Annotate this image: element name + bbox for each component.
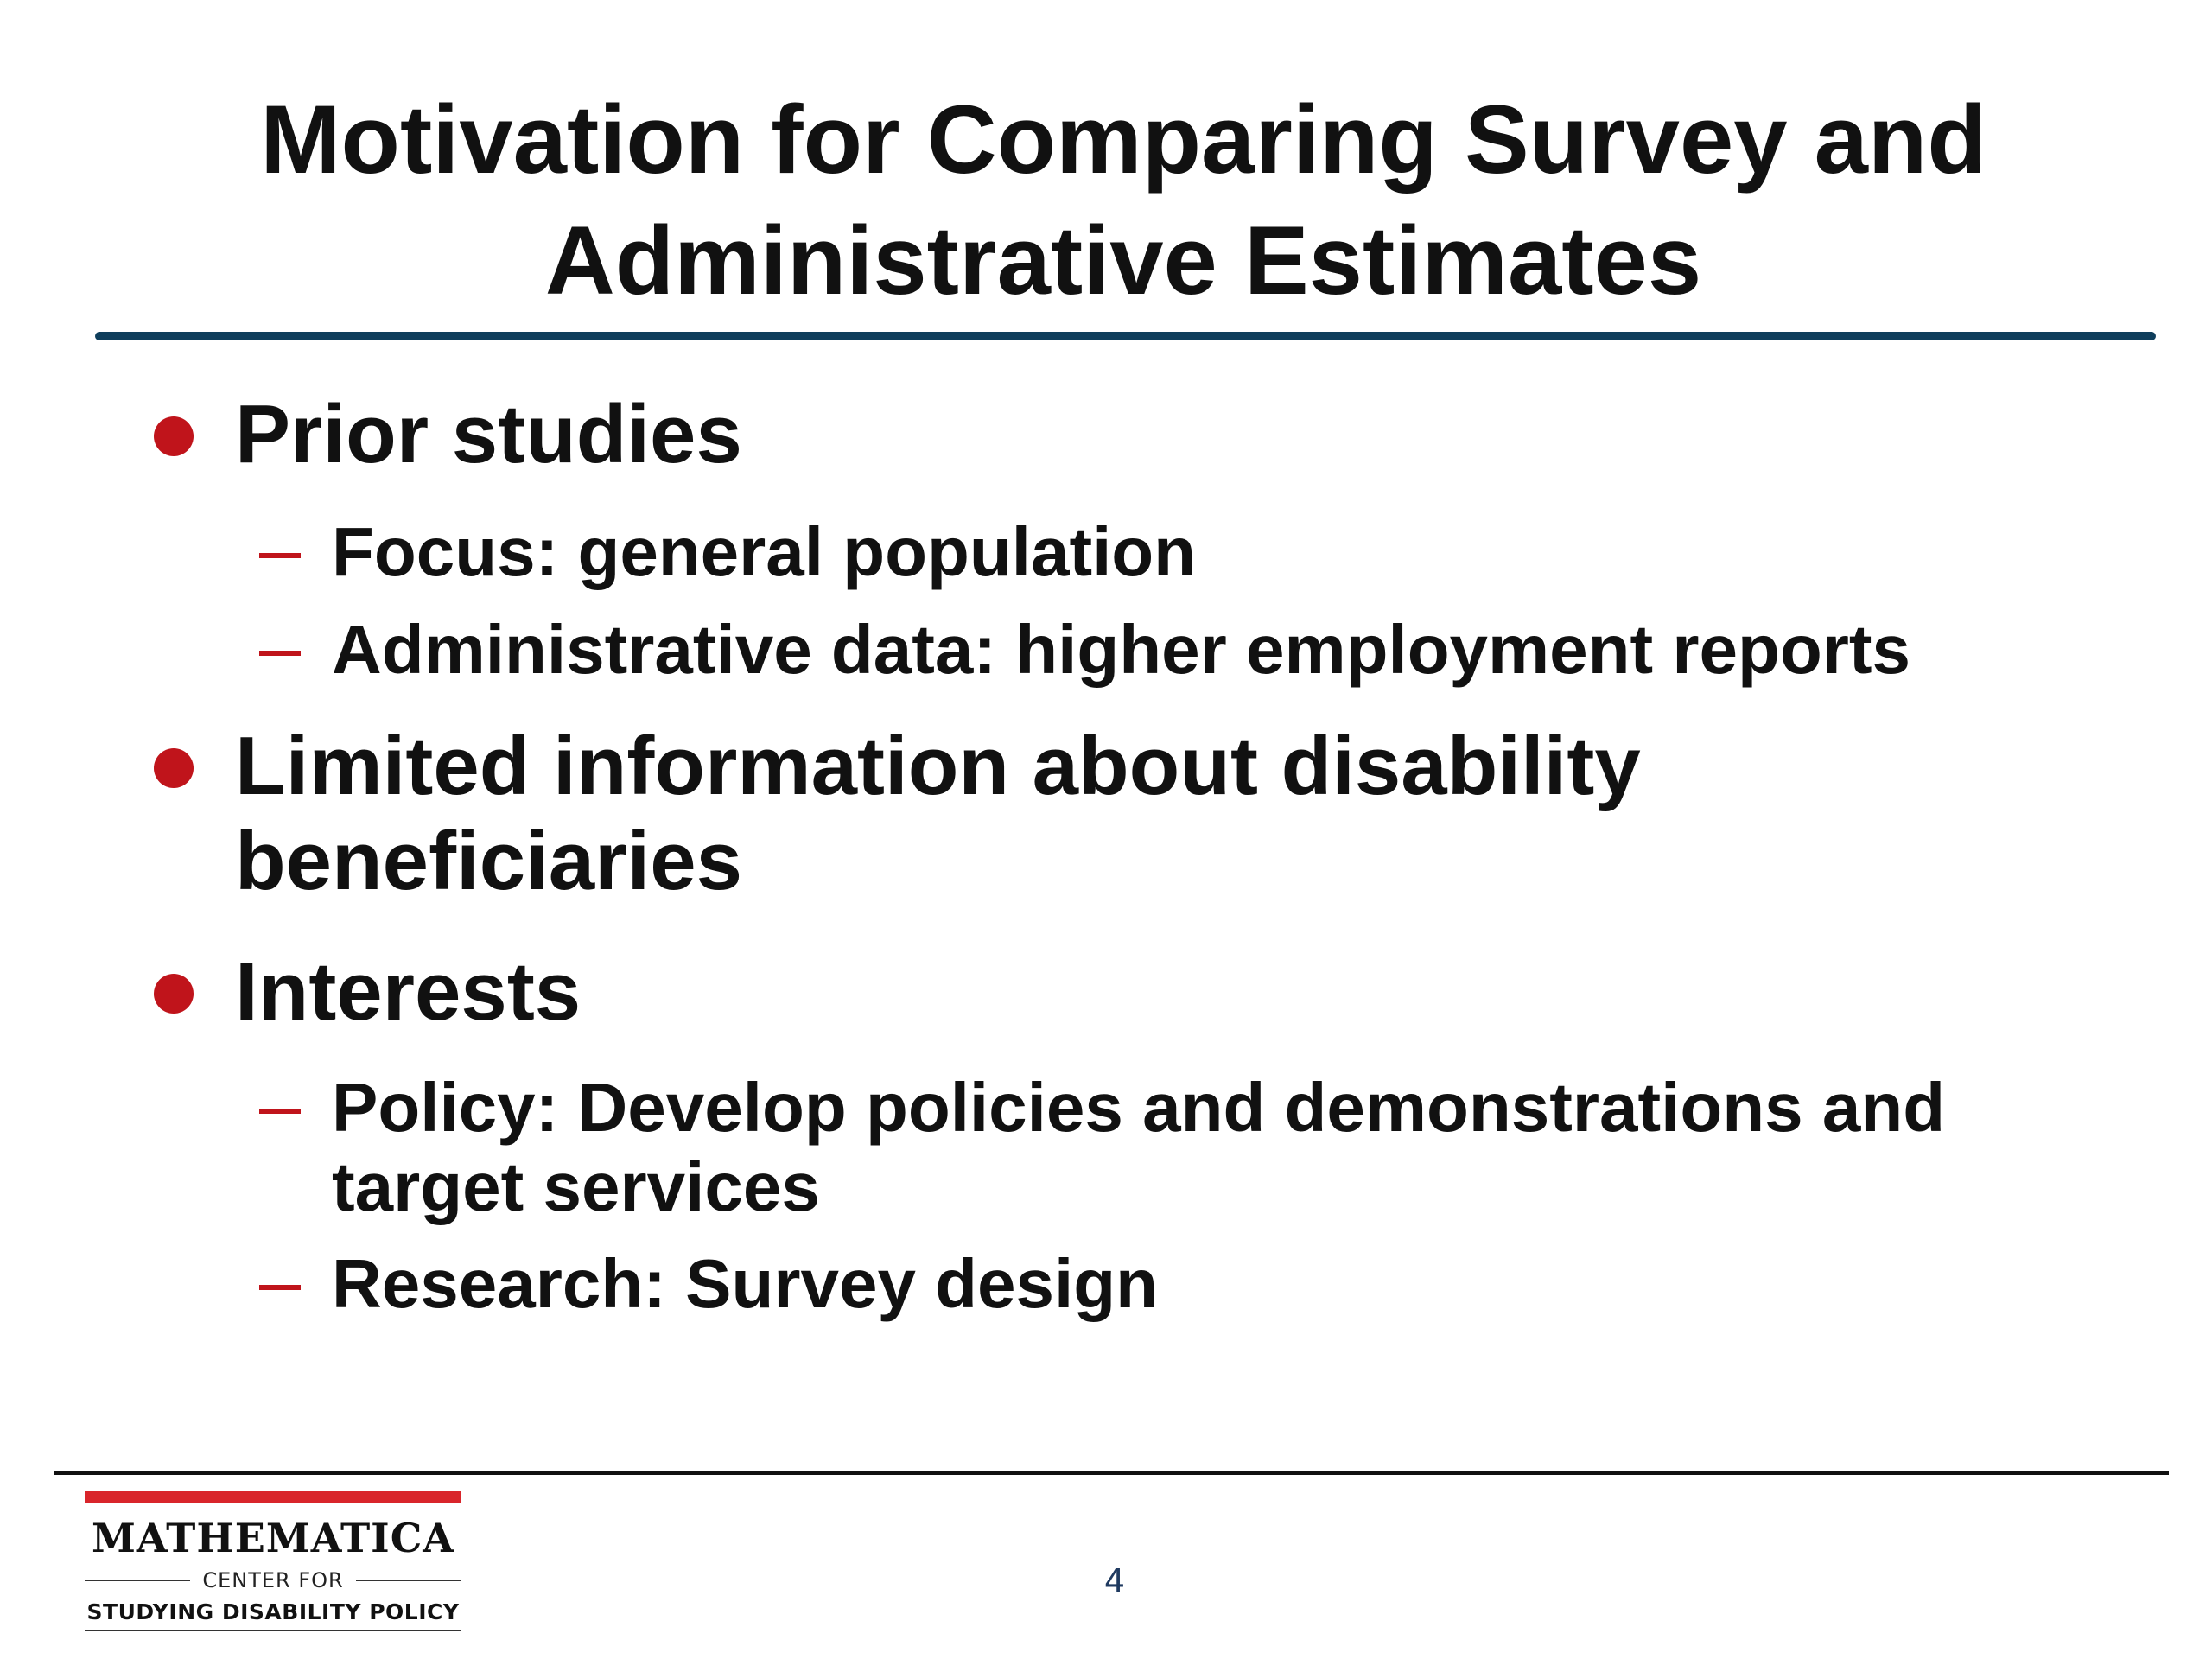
bullet-limited-information-line-1: Limited information about disability bbox=[235, 720, 1641, 812]
sub-bullet-research: Research: Survey design bbox=[332, 1245, 1158, 1322]
page-number: 4 bbox=[1103, 1562, 1126, 1600]
sub-bullet-policy-line-1: Policy: Develop policies and demonstrati… bbox=[332, 1069, 1946, 1146]
logo-red-bar bbox=[85, 1491, 461, 1503]
slide-title-line-2: Administrative Estimates bbox=[544, 207, 1702, 315]
bullet-list: Prior studies Focus: general population … bbox=[154, 388, 2146, 1322]
logo-policy-text: STUDYING DISABILITY POLICY bbox=[86, 1599, 460, 1624]
bullet-dot-icon bbox=[154, 748, 194, 788]
sub-bullet-policy: Policy: Develop policies and demonstrati… bbox=[332, 1068, 2146, 1227]
bullet-interests: Interests bbox=[235, 945, 582, 1038]
logo-center-for-text: CENTER FOR bbox=[202, 1568, 344, 1592]
sub-dash-icon bbox=[259, 1285, 301, 1290]
sub-bullet-policy-line-2: target services bbox=[332, 1148, 820, 1225]
logo-name: MATHEMATICA bbox=[92, 1515, 454, 1561]
bullet-dot-icon bbox=[154, 416, 194, 456]
sub-bullet-administrative-data: Administrative data: higher employment r… bbox=[332, 611, 1911, 688]
sub-dash-icon bbox=[259, 651, 301, 656]
logo-line-left bbox=[85, 1580, 191, 1581]
bullet-prior-studies: Prior studies bbox=[235, 388, 742, 480]
slide-title: Motivation for Comparing Survey and Admi… bbox=[95, 79, 2152, 321]
title-divider bbox=[95, 332, 2156, 340]
bullet-dot-icon bbox=[154, 974, 194, 1014]
footer-divider bbox=[54, 1471, 2169, 1475]
bullet-limited-information: Limited information about disability ben… bbox=[235, 719, 2136, 909]
bullet-limited-information-line-2: beneficiaries bbox=[235, 815, 742, 907]
logo-center-for: CENTER FOR bbox=[85, 1567, 461, 1593]
logo-line-right bbox=[355, 1580, 461, 1581]
logo-underline bbox=[85, 1630, 461, 1631]
sub-dash-icon bbox=[259, 1109, 301, 1114]
sub-dash-icon bbox=[259, 553, 301, 558]
mathematica-logo: MATHEMATICA CENTER FOR STUDYING DISABILI… bbox=[85, 1491, 461, 1637]
sub-bullet-focus: Focus: general population bbox=[332, 513, 1197, 590]
slide-title-line-1: Motivation for Comparing Survey and bbox=[260, 86, 1986, 194]
